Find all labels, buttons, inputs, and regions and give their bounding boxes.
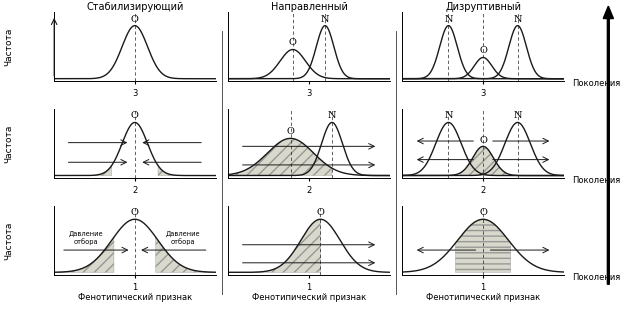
- Title: Направленный: Направленный: [271, 2, 347, 11]
- Text: N: N: [444, 15, 453, 23]
- X-axis label: Фенотипический признак: Фенотипический признак: [78, 293, 192, 302]
- Text: O: O: [479, 208, 487, 217]
- Title: Стабилизирующий: Стабилизирующий: [86, 2, 183, 11]
- Text: O: O: [131, 208, 139, 217]
- Text: O: O: [289, 38, 297, 47]
- Text: O: O: [479, 46, 487, 55]
- Text: Давление
отбора: Давление отбора: [166, 231, 201, 245]
- X-axis label: Фенотипический признак: Фенотипический признак: [252, 293, 366, 302]
- X-axis label: Фенотипический признак: Фенотипический признак: [426, 293, 540, 302]
- Text: Поколения: Поколения: [572, 176, 620, 185]
- Text: O: O: [287, 127, 294, 136]
- Text: Частота: Частота: [4, 221, 13, 260]
- Title: Дизруптивный: Дизруптивный: [445, 2, 521, 12]
- Text: N: N: [513, 111, 522, 120]
- Text: O: O: [317, 208, 324, 217]
- Text: O: O: [131, 15, 139, 23]
- Text: N: N: [444, 111, 453, 120]
- Text: Давление
отбора: Давление отбора: [69, 231, 104, 245]
- Text: Частота: Частота: [4, 28, 13, 66]
- Text: Поколения: Поколения: [572, 79, 620, 88]
- Text: N: N: [321, 15, 329, 23]
- Text: Поколения: Поколения: [572, 273, 620, 282]
- Text: O: O: [131, 111, 139, 120]
- Text: N: N: [328, 111, 336, 120]
- Text: O: O: [479, 136, 487, 145]
- Text: Частота: Частота: [4, 125, 13, 163]
- Text: N: N: [513, 15, 522, 23]
